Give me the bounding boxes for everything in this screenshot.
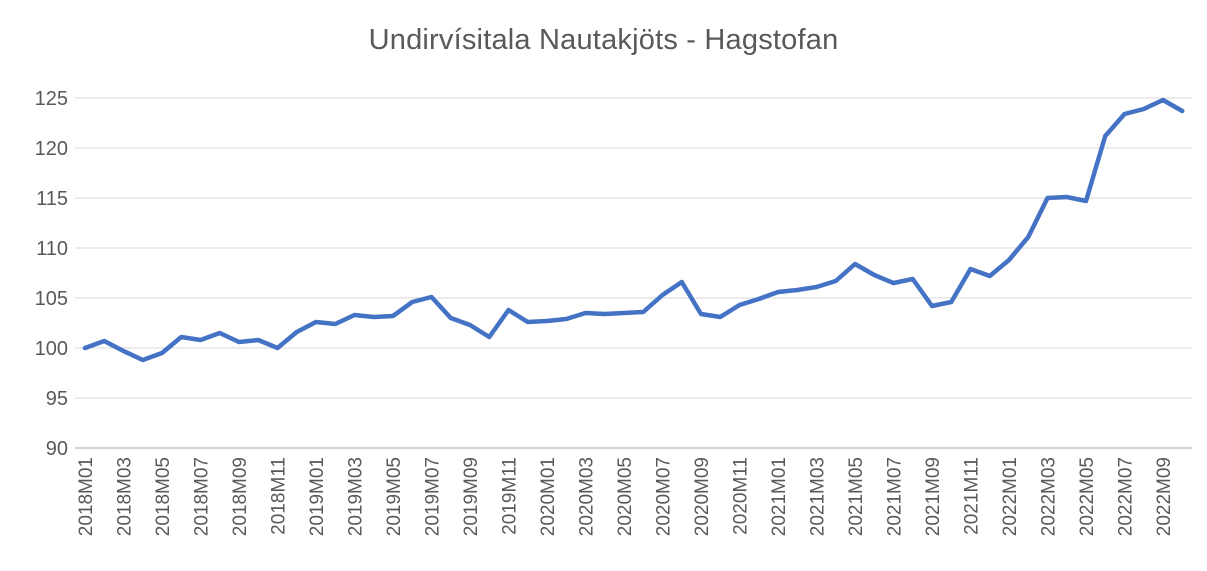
y-tick-label: 120 (35, 138, 68, 160)
x-tick-label: 2020M05 (615, 457, 636, 536)
x-tick-label: 2018M07 (192, 457, 213, 536)
y-tick-label: 105 (35, 288, 68, 310)
chart-title: Undirvísitala Nautakjöts - Hagstofan (368, 24, 839, 56)
y-tick-label: 110 (36, 238, 68, 260)
x-tick-label: 2020M07 (654, 457, 675, 536)
x-tick-label: 2021M03 (808, 457, 829, 536)
x-tick-label: 2019M03 (346, 457, 367, 536)
x-tick-label: 2020M09 (692, 457, 713, 536)
x-tick-label: 2019M07 (423, 457, 444, 536)
x-tick-label: 2018M03 (115, 457, 136, 536)
y-tick-label: 125 (35, 88, 68, 110)
x-tick-label: 2021M09 (923, 457, 944, 536)
x-tick-label: 2019M09 (461, 457, 482, 536)
x-tick-label: 2021M01 (769, 457, 790, 536)
x-tick-label: 2019M05 (384, 457, 405, 536)
x-tick-label: 2019M01 (307, 457, 328, 536)
x-tick-label: 2020M11 (731, 457, 752, 535)
y-tick-label: 115 (36, 188, 68, 210)
y-tick-label: 100 (35, 338, 68, 360)
y-tick-label: 90 (46, 438, 68, 460)
x-tick-label: 2021M11 (962, 457, 983, 535)
x-tick-label: 2018M11 (269, 457, 290, 535)
x-tick-label: 2018M09 (230, 457, 251, 536)
x-tick-label: 2020M01 (538, 457, 559, 536)
x-tick-label: 2022M01 (1000, 457, 1021, 536)
x-tick-label: 2019M11 (500, 457, 521, 535)
x-tick-label: 2021M05 (846, 457, 867, 536)
x-tick-label: 2022M05 (1077, 457, 1098, 536)
x-tick-label: 2020M03 (577, 457, 598, 536)
x-tick-label: 2022M09 (1154, 457, 1175, 536)
x-tick-label: 2021M07 (885, 457, 906, 536)
data-series-line (82, 97, 1185, 363)
x-tick-label: 2022M07 (1116, 457, 1137, 536)
y-tick-label: 95 (46, 388, 68, 410)
x-tick-label: 2018M05 (153, 457, 174, 536)
x-tick-label: 2022M03 (1039, 457, 1060, 536)
x-tick-label: 2018M01 (76, 457, 97, 536)
